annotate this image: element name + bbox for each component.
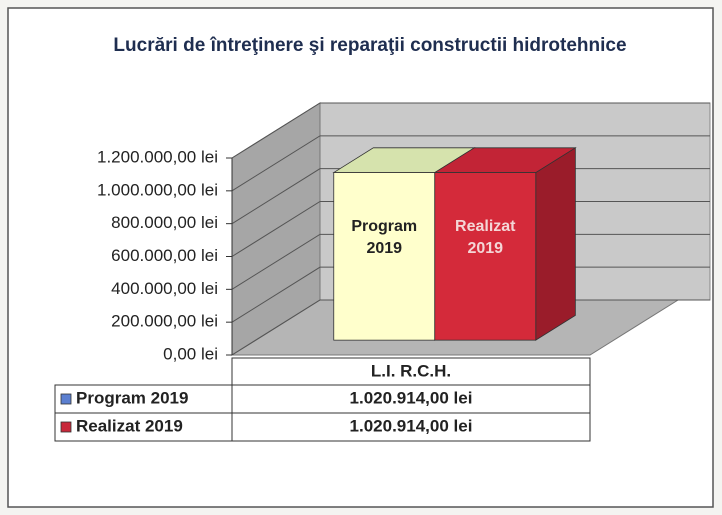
data-table — [54, 357, 591, 442]
y-tick-label: 800.000,00 lei — [111, 213, 218, 232]
grid-line — [231, 233, 710, 290]
grid-line — [231, 201, 710, 257]
legend-key — [60, 393, 72, 405]
chart-title: Lucrări de întreţinere şi reparaţii cons… — [113, 35, 627, 56]
x-tick-label: L.I. R.C.H. — [371, 361, 451, 380]
legend-label: Program 2019 — [76, 388, 188, 407]
grid-line — [231, 168, 710, 225]
bar-front — [434, 172, 537, 341]
bar-side — [535, 147, 576, 341]
grid-line — [231, 102, 710, 159]
plot-area: 0,00 lei 200.000,00 lei 400.000,00 lei 600.… — [97, 102, 711, 363]
grid-line — [231, 299, 710, 356]
y-tick-label: 1.000.000,00 lei — [97, 180, 218, 199]
bar — [433, 147, 577, 341]
bar-label: Program 2019 — [351, 218, 418, 257]
table-cell — [54, 412, 233, 442]
table-header-cell — [231, 357, 591, 386]
legend-label: Realizat 2019 — [76, 416, 183, 435]
bar-label: Realizat 2019 — [455, 218, 516, 257]
grid-line — [231, 135, 710, 192]
bar-front — [333, 172, 436, 341]
table-cell — [231, 412, 591, 442]
y-tick-label: 1.200.000,00 lei — [97, 147, 218, 166]
legend-key — [60, 421, 72, 433]
y-tick-label: 600.000,00 lei — [111, 246, 218, 265]
y-tick-label: 200.000,00 lei — [111, 312, 218, 331]
y-tick-label: 400.000,00 lei — [111, 279, 218, 298]
value-label: 1.020.914,00 lei — [350, 388, 473, 407]
y-tick-label: 0,00 lei — [163, 344, 218, 363]
table-cell — [231, 384, 591, 414]
grid-line — [231, 266, 710, 323]
value-label: 1.020.914,00 lei — [350, 416, 473, 435]
table-cell — [54, 384, 233, 414]
